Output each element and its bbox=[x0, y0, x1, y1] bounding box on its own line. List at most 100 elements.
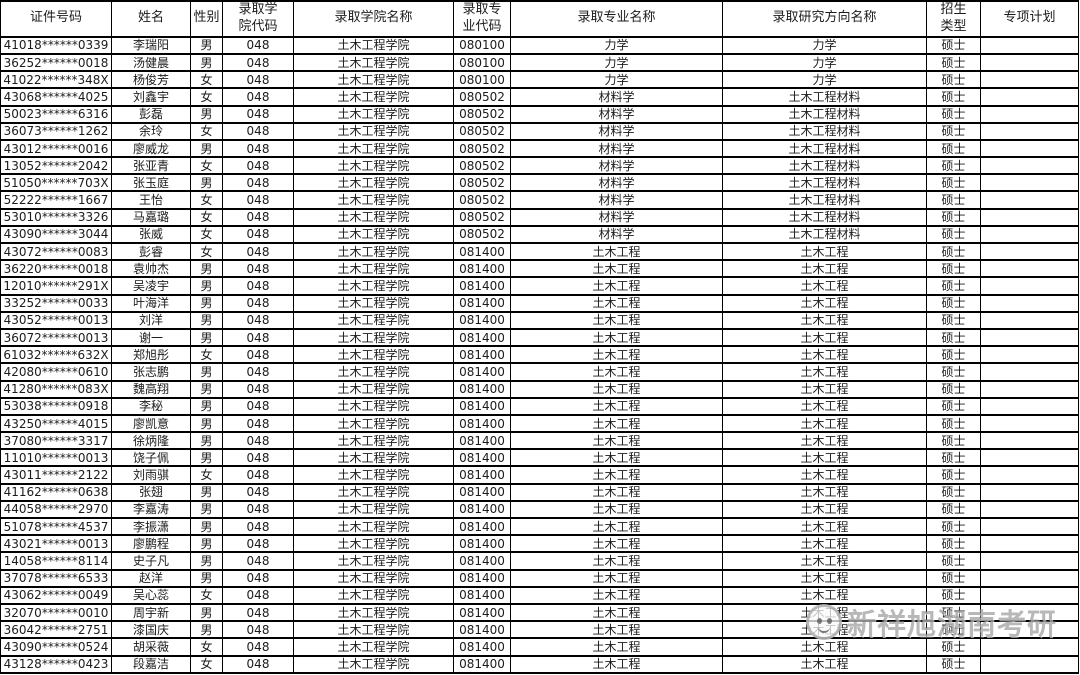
cell-major_code: 080502 bbox=[453, 104, 511, 124]
table-row: 12010******291X 吴凌宇男 048 土木工程学院 081400 土木工程 土木… bbox=[0, 276, 1079, 296]
cell-major_name: 材料学 bbox=[510, 156, 723, 176]
cell-name: 史子凡 bbox=[111, 551, 191, 571]
table-row: 41280******083X 魏高翔男 048 土木工程学院 081400 土木工程 土木… bbox=[0, 379, 1079, 399]
cell-gender: 男 bbox=[190, 534, 223, 554]
cell-gender: 男 bbox=[190, 517, 223, 537]
cell-name: 赵洋 bbox=[111, 568, 191, 588]
cell-research_direction: 力学 bbox=[722, 70, 927, 90]
cell-college_code: 048 bbox=[222, 276, 294, 296]
cell-enroll_type: 硕士 bbox=[926, 224, 981, 245]
cell-major_name: 力学 bbox=[510, 35, 723, 55]
cell-college_name: 土木工程学院 bbox=[293, 499, 454, 520]
cell-name: 刘雨骐 bbox=[111, 465, 191, 485]
header-row: 证件号码 姓名 性别 录取学 院代码 录取学院名称 录取专 业代码 录取专业名称 录取研究方向… bbox=[0, 0, 1079, 38]
cell-name: 廖鹏程 bbox=[111, 534, 191, 554]
cell-gender: 男 bbox=[190, 568, 223, 588]
cell-major_name: 土木工程 bbox=[510, 431, 723, 451]
cell-major_code: 081400 bbox=[453, 259, 511, 279]
cell-name: 马嘉璐 bbox=[111, 207, 191, 227]
cell-college_name: 土木工程学院 bbox=[293, 431, 454, 451]
table-row: 51078******4537 李振潇男 048 土木工程学院 081400 土木工程 土木… bbox=[0, 517, 1079, 537]
cell-college_code: 048 bbox=[222, 482, 294, 502]
cell-college_name: 土木工程学院 bbox=[293, 551, 454, 571]
cell-college_code: 048 bbox=[222, 224, 294, 245]
cell-college_name: 土木工程学院 bbox=[293, 327, 454, 348]
cell-college_name: 土木工程学院 bbox=[293, 52, 454, 73]
cell-college_name: 土木工程学院 bbox=[293, 620, 454, 640]
cell-major_name: 土木工程 bbox=[510, 293, 723, 313]
cell-id_number: 42080******0610 bbox=[0, 362, 112, 382]
table-row: 36073******1262 余玲女 048 土木工程学院 080502 材料学 土木工程… bbox=[0, 121, 1079, 141]
cell-enroll_type: 硕士 bbox=[926, 327, 981, 348]
cell-college_code: 048 bbox=[222, 173, 294, 193]
cell-research_direction: 土木工程 bbox=[722, 259, 927, 279]
cell-special_plan bbox=[980, 362, 1079, 382]
cell-name: 段嘉洁 bbox=[111, 654, 191, 675]
cell-major_code: 080502 bbox=[453, 156, 511, 176]
cell-special_plan bbox=[980, 35, 1079, 55]
cell-gender: 女 bbox=[190, 465, 223, 485]
cell-research_direction: 土木工程 bbox=[722, 362, 927, 382]
cell-major_name: 土木工程 bbox=[510, 568, 723, 588]
cell-major_name: 土木工程 bbox=[510, 654, 723, 675]
cell-name: 袁帅杰 bbox=[111, 259, 191, 279]
cell-name: 李振潇 bbox=[111, 517, 191, 537]
cell-major_code: 080502 bbox=[453, 173, 511, 193]
cell-major_code: 081400 bbox=[453, 654, 511, 675]
table-row: 14058******8114 史子凡男 048 土木工程学院 081400 土木工程 土木… bbox=[0, 551, 1079, 571]
cell-special_plan bbox=[980, 207, 1079, 227]
cell-gender: 女 bbox=[190, 207, 223, 227]
column-header-college_name: 录取学院名称 bbox=[293, 0, 454, 38]
cell-gender: 男 bbox=[190, 327, 223, 348]
cell-major_code: 081400 bbox=[453, 602, 511, 623]
cell-college_code: 048 bbox=[222, 517, 294, 537]
cell-special_plan bbox=[980, 517, 1079, 537]
table-row: 43012******0016 廖威龙男 048 土木工程学院 080502 材料学 土木工… bbox=[0, 138, 1079, 159]
cell-name: 魏高翔 bbox=[111, 379, 191, 399]
cell-special_plan bbox=[980, 345, 1079, 365]
cell-enroll_type: 硕士 bbox=[926, 499, 981, 520]
cell-name: 刘洋 bbox=[111, 310, 191, 330]
cell-enroll_type: 硕士 bbox=[926, 345, 981, 365]
cell-name: 徐炳隆 bbox=[111, 431, 191, 451]
cell-major_name: 土木工程 bbox=[510, 482, 723, 502]
cell-gender: 女 bbox=[190, 345, 223, 365]
cell-major_name: 土木工程 bbox=[510, 499, 723, 520]
cell-name: 张玉庭 bbox=[111, 173, 191, 193]
cell-id_number: 36252******0018 bbox=[0, 52, 112, 73]
cell-research_direction: 力学 bbox=[722, 35, 927, 55]
cell-major_name: 材料学 bbox=[510, 190, 723, 210]
table-row: 42080******0610 张志鹏男 048 土木工程学院 081400 土木工程 土木… bbox=[0, 362, 1079, 382]
cell-enroll_type: 硕士 bbox=[926, 413, 981, 434]
cell-college_code: 048 bbox=[222, 637, 294, 657]
cell-major_name: 土木工程 bbox=[510, 517, 723, 537]
cell-college_code: 048 bbox=[222, 310, 294, 330]
cell-college_code: 048 bbox=[222, 138, 294, 159]
cell-research_direction: 土木工程材料 bbox=[722, 207, 927, 227]
cell-major_code: 081400 bbox=[453, 517, 511, 537]
cell-college_code: 048 bbox=[222, 70, 294, 90]
cell-major_code: 080502 bbox=[453, 87, 511, 107]
cell-college_code: 048 bbox=[222, 431, 294, 451]
cell-id_number: 32070******0010 bbox=[0, 602, 112, 623]
cell-id_number: 50023******6316 bbox=[0, 104, 112, 124]
cell-research_direction: 土木工程 bbox=[722, 242, 927, 262]
cell-college_code: 048 bbox=[222, 534, 294, 554]
cell-research_direction: 土木工程 bbox=[722, 310, 927, 330]
cell-college_name: 土木工程学院 bbox=[293, 585, 454, 605]
cell-special_plan bbox=[980, 224, 1079, 245]
cell-enroll_type: 硕士 bbox=[926, 517, 981, 537]
cell-enroll_type: 硕士 bbox=[926, 156, 981, 176]
cell-major_code: 081400 bbox=[453, 620, 511, 640]
table-row: 37078******6533 赵洋男 048 土木工程学院 081400 土木工程 土木工… bbox=[0, 568, 1079, 588]
cell-major_name: 力学 bbox=[510, 52, 723, 73]
cell-enroll_type: 硕士 bbox=[926, 293, 981, 313]
table-row: 43052******0013 刘洋男 048 土木工程学院 081400 土木工程 土木工… bbox=[0, 310, 1079, 330]
cell-special_plan bbox=[980, 413, 1079, 434]
cell-college_code: 048 bbox=[222, 52, 294, 73]
cell-enroll_type: 硕士 bbox=[926, 87, 981, 107]
cell-major_name: 土木工程 bbox=[510, 259, 723, 279]
cell-enroll_type: 硕士 bbox=[926, 465, 981, 485]
cell-research_direction: 土木工程 bbox=[722, 345, 927, 365]
cell-major_code: 080100 bbox=[453, 35, 511, 55]
